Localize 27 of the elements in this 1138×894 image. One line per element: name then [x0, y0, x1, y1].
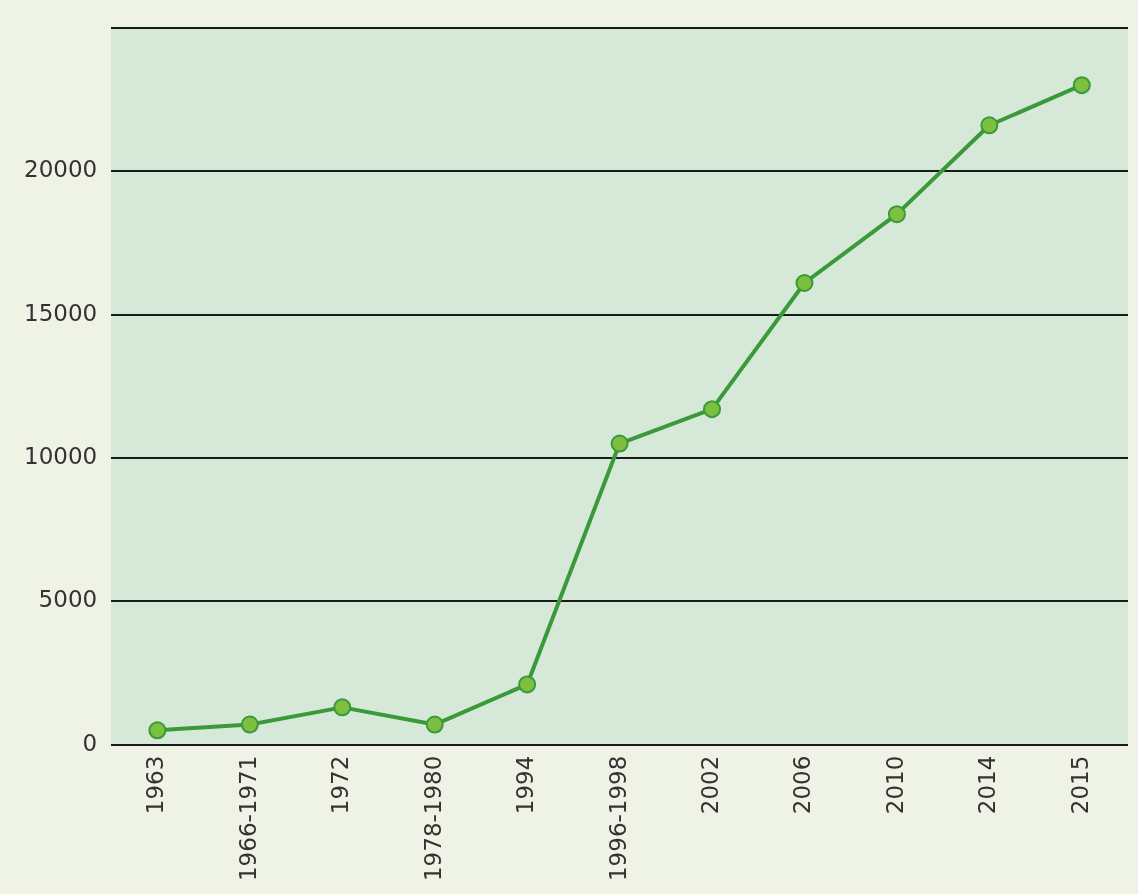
y-tick-label: 5000	[38, 586, 98, 613]
point	[795, 273, 814, 292]
point	[148, 721, 167, 740]
y-tick-label: 20000	[23, 156, 98, 183]
x-tick-label: 1963	[142, 755, 169, 815]
x-tick-label: 1994	[512, 755, 539, 815]
point	[703, 400, 722, 419]
point	[240, 715, 259, 734]
y-tick-label: 10000	[23, 442, 98, 469]
x-tick-label: 1966-1971	[234, 755, 261, 882]
point	[887, 205, 906, 224]
y-tick-label: 0	[82, 729, 98, 756]
x-tick-label: 2002	[696, 755, 723, 815]
x-tick-label: 2015	[1066, 755, 1093, 815]
x-tick-label: 1978-1980	[419, 755, 446, 882]
point	[980, 116, 999, 135]
point	[1072, 76, 1091, 95]
y-tick-label: 15000	[23, 299, 98, 326]
x-tick-label: 2014	[974, 755, 1001, 815]
point	[333, 698, 352, 717]
x-tick-label: 2006	[789, 755, 816, 815]
x-tick-label: 1972	[327, 755, 354, 815]
point	[518, 675, 537, 694]
point	[610, 434, 629, 453]
x-tick-label: 2010	[881, 755, 908, 815]
x-tick-label: 1996-1998	[604, 755, 631, 882]
point	[425, 715, 444, 734]
